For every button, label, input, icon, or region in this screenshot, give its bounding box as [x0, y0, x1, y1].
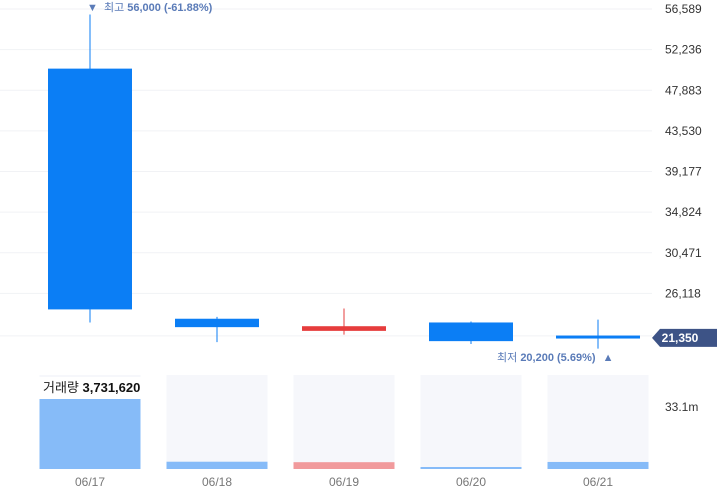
candle-body — [429, 322, 513, 342]
date-label: 06/18 — [202, 475, 232, 489]
candle-body — [175, 318, 259, 328]
volume-title-label: 거래량 — [43, 380, 79, 395]
volume-bar — [166, 461, 268, 469]
high-prefix: 최고 — [104, 1, 124, 14]
y-tick-label: 47,883 — [665, 83, 702, 97]
y-tick-label: 52,236 — [665, 43, 702, 57]
high-marker: ▼ — [87, 2, 98, 14]
candle-06-19 — [302, 308, 386, 335]
y-tick-label: 43,530 — [665, 124, 702, 138]
y-tick-label: 56,589 — [665, 2, 702, 16]
high-value: 56,000 (-61.88%) — [127, 2, 212, 14]
candle-06-18 — [175, 316, 259, 343]
date-label: 06/21 — [583, 475, 613, 489]
candle-06-20 — [429, 321, 513, 344]
candle-body — [48, 68, 132, 310]
volume-title-value: 3,731,620 — [82, 380, 141, 395]
low-annotation: 최저 20,200 (5.69%) ▲ — [497, 351, 613, 364]
y-tick-label: 30,471 — [665, 246, 702, 260]
date-label: 06/19 — [329, 475, 359, 489]
y-tick-label: 34,824 — [665, 205, 702, 219]
candle-body — [302, 326, 386, 331]
candle-body — [556, 335, 640, 339]
volume-bar — [420, 467, 522, 469]
volume-background — [547, 375, 649, 469]
candles — [48, 14, 640, 349]
date-label: 06/20 — [456, 475, 486, 489]
date-label: 06/17 — [75, 475, 105, 489]
volume-background — [420, 375, 522, 469]
candle-06-21 — [556, 319, 640, 349]
volume-axis-label: 33.1m — [665, 400, 698, 414]
volume-background — [166, 375, 268, 469]
candle-06-17 — [48, 14, 132, 323]
low-marker: ▲ — [603, 352, 614, 364]
y-tick-label: 39,177 — [665, 165, 702, 179]
volume-bar — [547, 461, 649, 469]
date-axis: 06/17 06/18 06/19 06/20 06/21 — [75, 475, 613, 489]
volume-title: 거래량 3,731,620 — [39, 377, 145, 399]
price-axis: 56,589 52,236 47,883 43,530 39,177 34,824 30,4… — [665, 2, 702, 300]
volume-bars — [39, 375, 649, 469]
low-value: 20,200 (5.69%) — [520, 352, 596, 364]
last-price-badge: 21,350 — [652, 328, 717, 347]
last-price-label: 21,350 — [662, 331, 699, 345]
y-tick-label: 26,118 — [665, 286, 701, 300]
volume-background — [293, 375, 395, 469]
low-prefix: 최저 — [497, 351, 517, 364]
volume-bar — [293, 462, 395, 469]
high-annotation: ▼ 최고 56,000 (-61.88%) — [87, 1, 213, 14]
